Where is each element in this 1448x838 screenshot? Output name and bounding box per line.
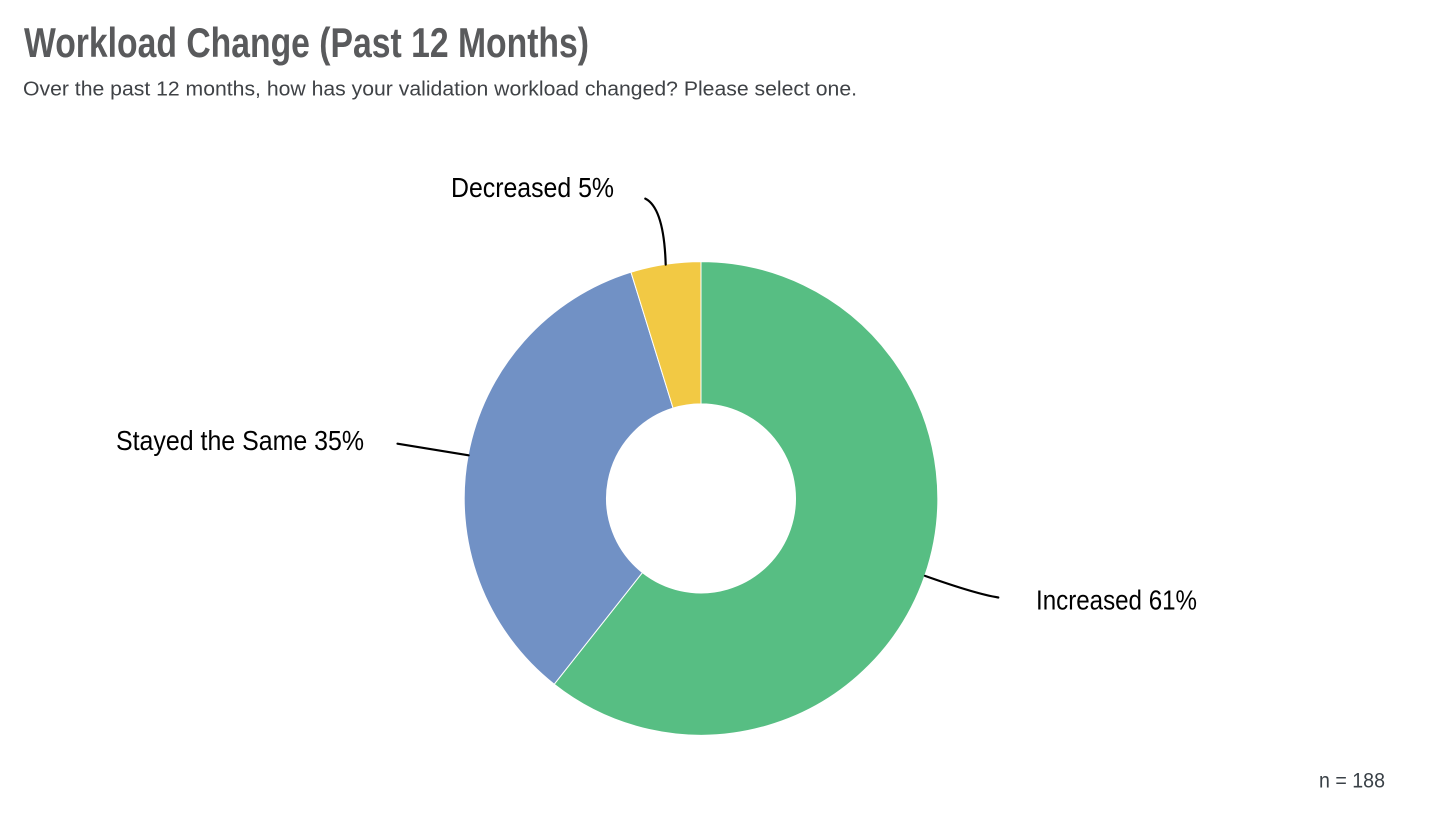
svg-text:Decreased 5%: Decreased 5%	[451, 172, 614, 203]
svg-text:Workload Change (Past 12 Month: Workload Change (Past 12 Months)	[24, 19, 589, 66]
svg-text:Stayed the Same 35%: Stayed the Same 35%	[116, 425, 364, 456]
svg-text:n = 188: n = 188	[1319, 770, 1385, 793]
svg-text:Over the past 12 months, how h: Over the past 12 months, how has your va…	[23, 79, 857, 101]
svg-text:Increased 61%: Increased 61%	[1036, 585, 1197, 616]
